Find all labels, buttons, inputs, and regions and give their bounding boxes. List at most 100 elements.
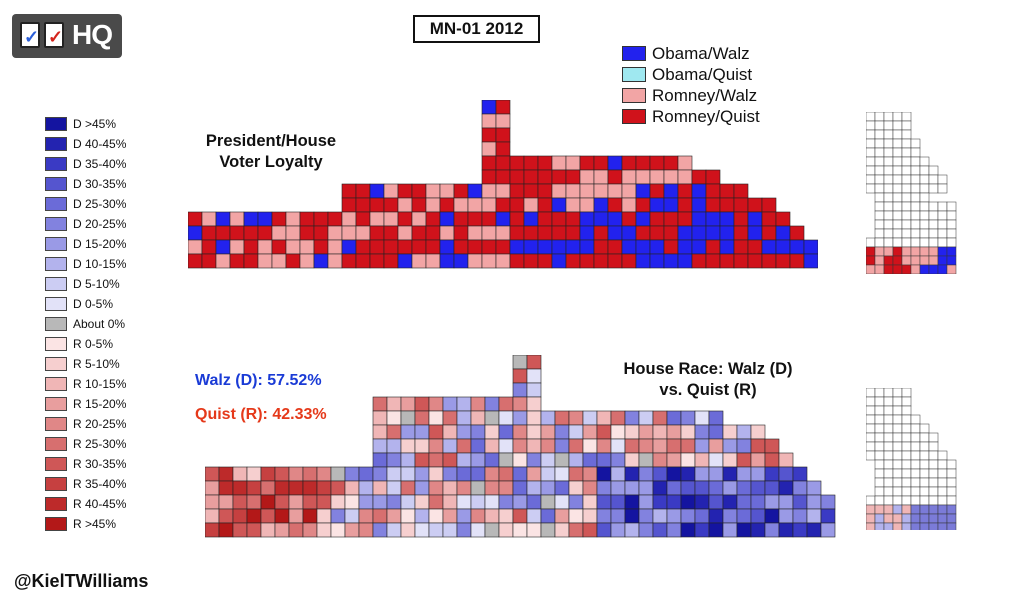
precinct <box>285 239 301 255</box>
precinct <box>747 225 763 241</box>
precinct <box>470 508 486 524</box>
county <box>928 219 939 230</box>
precinct <box>747 253 763 269</box>
precinct <box>551 211 567 227</box>
county <box>910 165 921 176</box>
precinct <box>708 424 724 440</box>
precinct <box>372 522 388 538</box>
precinct <box>246 494 262 510</box>
county <box>910 264 921 274</box>
precinct <box>747 211 763 227</box>
precinct <box>495 113 511 129</box>
county <box>928 495 939 506</box>
precinct <box>285 225 301 241</box>
county <box>866 414 876 425</box>
legend-label: D 40-45% <box>73 137 127 151</box>
precinct <box>358 466 374 482</box>
precinct <box>610 480 626 496</box>
county <box>901 246 912 257</box>
precinct <box>750 508 766 524</box>
precinct <box>484 522 500 538</box>
county <box>937 264 948 274</box>
precinct <box>470 410 486 426</box>
precinct <box>397 211 413 227</box>
county <box>892 174 903 185</box>
precinct <box>316 466 332 482</box>
legend-swatch <box>45 437 67 451</box>
precinct <box>411 253 427 269</box>
precinct <box>470 480 486 496</box>
county <box>901 468 912 479</box>
precinct <box>680 410 696 426</box>
county <box>919 432 930 443</box>
precinct <box>638 452 654 468</box>
precinct <box>285 253 301 269</box>
county <box>928 246 939 257</box>
county <box>883 255 894 266</box>
precinct <box>610 466 626 482</box>
legend-swatch <box>45 497 67 511</box>
precinct <box>428 424 444 440</box>
county <box>901 477 912 488</box>
precinct <box>705 239 721 255</box>
county <box>919 183 930 194</box>
precinct <box>526 438 542 454</box>
precinct <box>750 452 766 468</box>
county <box>892 423 903 434</box>
precinct <box>327 253 343 269</box>
precinct <box>358 480 374 496</box>
precinct <box>705 169 721 185</box>
precinct <box>274 494 290 510</box>
precinct <box>232 494 248 510</box>
precinct <box>680 466 696 482</box>
precinct <box>512 438 528 454</box>
county <box>883 388 894 398</box>
county <box>937 513 948 524</box>
precinct <box>537 211 553 227</box>
precinct <box>414 508 430 524</box>
county <box>883 423 894 434</box>
county <box>928 441 939 452</box>
precinct <box>442 508 458 524</box>
precinct <box>386 494 402 510</box>
precinct <box>691 239 707 255</box>
precinct <box>383 197 399 213</box>
county <box>919 495 930 506</box>
precinct <box>201 225 217 241</box>
precinct <box>355 225 371 241</box>
county <box>883 165 894 176</box>
county <box>937 504 948 515</box>
precinct <box>719 211 735 227</box>
precinct <box>677 225 693 241</box>
precinct <box>638 508 654 524</box>
legend-item: D 35-40% <box>45 154 126 174</box>
county <box>892 388 903 398</box>
precinct <box>596 508 612 524</box>
county <box>874 210 885 221</box>
county <box>892 477 903 488</box>
precinct <box>638 410 654 426</box>
precinct <box>593 183 609 199</box>
precinct <box>694 438 710 454</box>
precinct <box>663 211 679 227</box>
precinct <box>232 522 248 538</box>
precinct <box>722 466 738 482</box>
precinct <box>495 211 511 227</box>
county <box>883 396 894 407</box>
county <box>928 450 939 461</box>
county <box>910 450 921 461</box>
precinct <box>579 211 595 227</box>
county <box>901 192 912 203</box>
precinct <box>792 494 808 510</box>
precinct <box>313 253 329 269</box>
author-credit: @KielTWilliams <box>14 571 149 591</box>
county <box>874 495 885 506</box>
precinct <box>694 452 710 468</box>
county <box>928 264 939 274</box>
precinct <box>652 438 668 454</box>
precinct <box>470 494 486 510</box>
county <box>866 495 876 506</box>
precinct <box>638 494 654 510</box>
precinct <box>481 169 497 185</box>
county <box>901 228 912 239</box>
